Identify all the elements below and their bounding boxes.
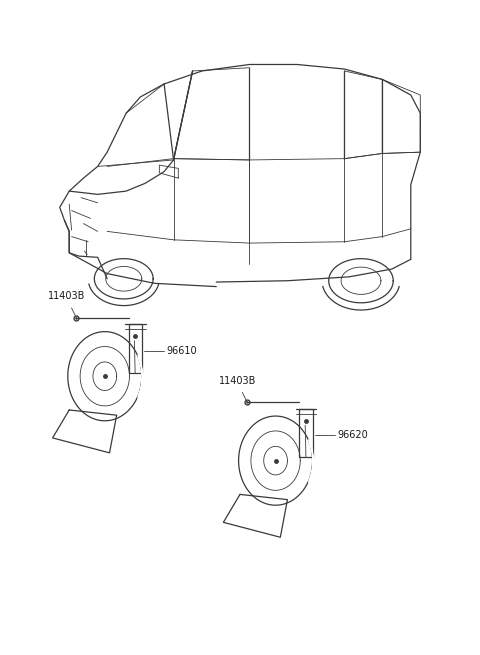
Text: 11403B: 11403B <box>219 376 256 386</box>
Text: 96620: 96620 <box>337 430 368 440</box>
Text: 11403B: 11403B <box>48 291 85 301</box>
Text: 96610: 96610 <box>167 346 197 356</box>
